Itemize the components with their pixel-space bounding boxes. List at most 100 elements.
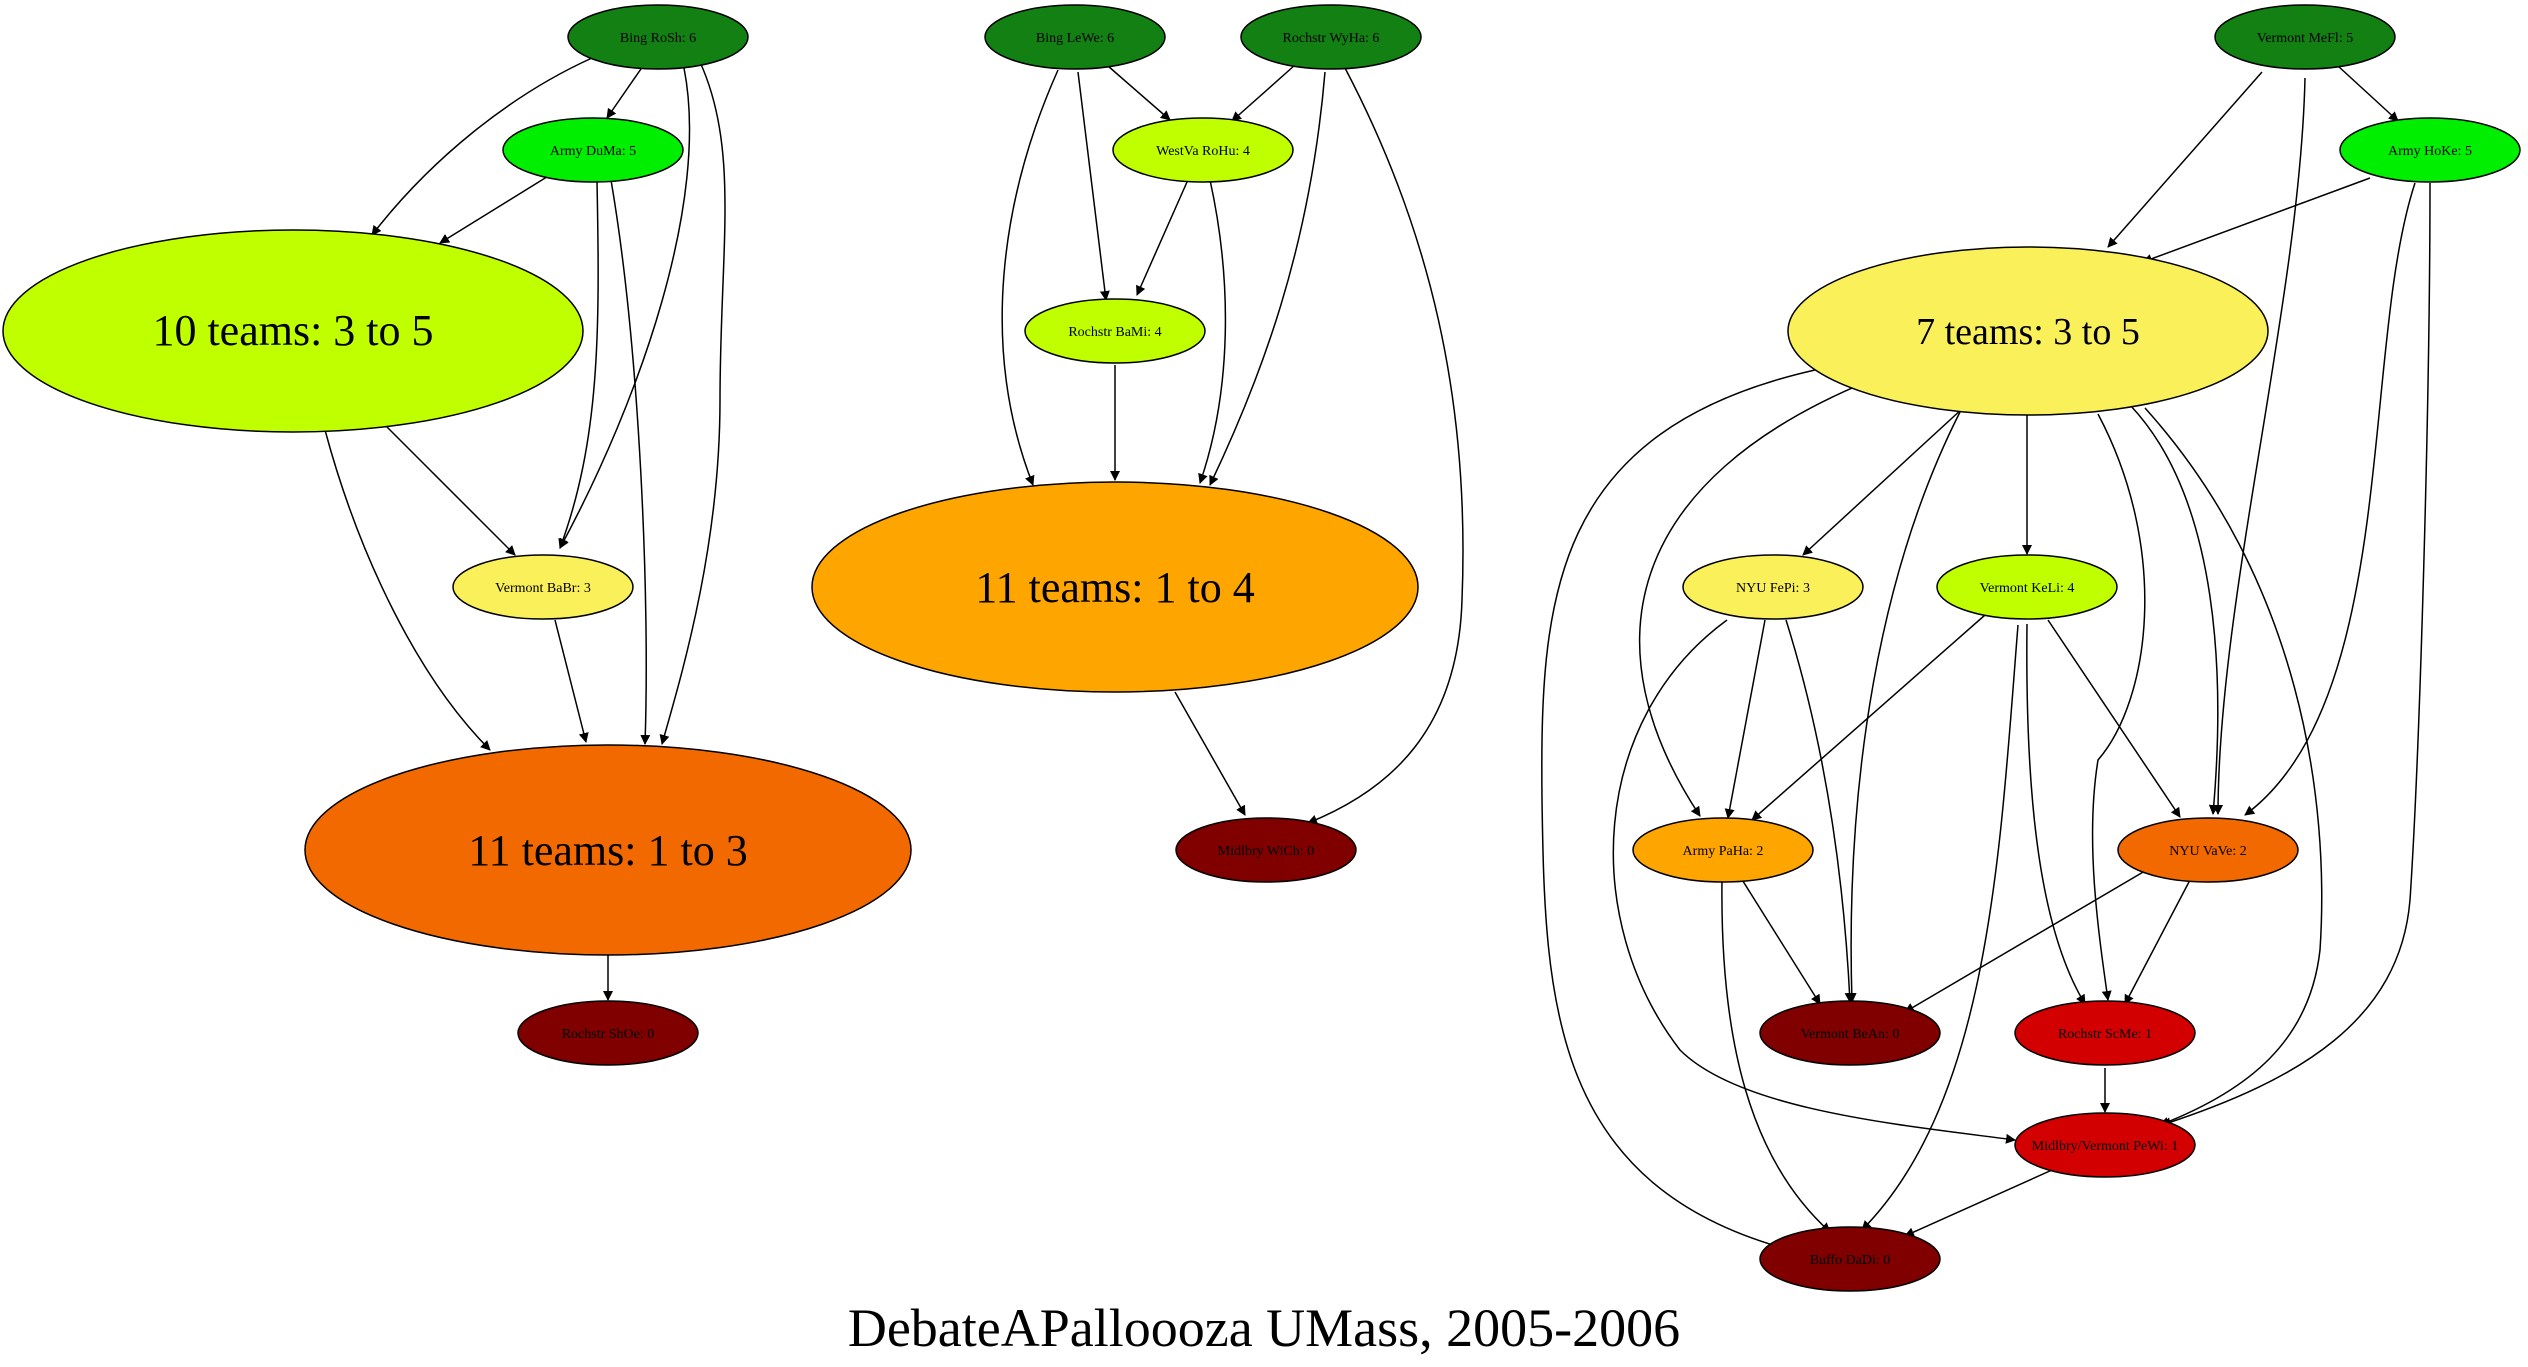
edge-army-duma-to-vermont-babr <box>558 181 599 549</box>
node-shape <box>811 481 1419 693</box>
node-vermont-babr[interactable]: Vermont BaBr: 3 <box>452 554 634 620</box>
node-army-hoke[interactable]: Army HoKe: 5 <box>2339 117 2521 183</box>
edge-army-hoke-to-group-7 <box>2142 177 2371 264</box>
edge-army-paha-to-buffo-dadi <box>1721 879 1831 1233</box>
node-shape <box>517 1000 699 1066</box>
edge-group-10-to-vermont-babr <box>384 424 516 556</box>
edge-group-11b-to-midlbry-wich <box>1174 691 1246 816</box>
node-label: Rochstr BaMi: 4 <box>1068 325 1161 340</box>
node-label: 10 teams: 3 to 5 <box>152 306 433 355</box>
node-shape <box>452 554 634 620</box>
edge-bing-rosh-to-group-10 <box>371 57 593 236</box>
node-group-11b[interactable]: 11 teams: 1 to 4 <box>811 481 1419 693</box>
node-label: Rochstr ScMe: 1 <box>2058 1027 2152 1042</box>
edge-vermont-keli-to-nyu-vave <box>2047 619 2181 818</box>
node-westva-rohu[interactable]: WestVa RoHu: 4 <box>1112 117 1294 183</box>
node-rochstr-wyha[interactable]: Rochstr WyHa: 6 <box>1240 4 1422 70</box>
edge-westva-rohu-to-rochstr-bami <box>1136 181 1188 296</box>
edge-midlbry-pewi-to-buffo-dadi <box>1904 1169 2053 1237</box>
edge-group-7-to-nyu-vave-2 <box>2129 404 2219 815</box>
node-shape <box>502 117 684 183</box>
node-label: Vermont KeLi: 4 <box>1980 581 2075 596</box>
edge-army-duma-to-group-10 <box>439 174 551 244</box>
node-shape <box>1759 1000 1941 1066</box>
edge-nyu-vave-to-vermont-bean <box>1904 867 2151 1013</box>
node-shape <box>2014 1000 2196 1066</box>
node-shape <box>984 4 1166 70</box>
edge-group-7-to-midlbry-pewi <box>2144 407 2323 1127</box>
node-group-10[interactable]: 10 teams: 3 to 5 <box>2 229 584 433</box>
node-label: Vermont MeFl: 5 <box>2257 31 2353 46</box>
node-shape <box>2014 1112 2196 1178</box>
edge-nyu-fepi-to-army-paha <box>1724 619 1766 819</box>
node-group-7[interactable]: 7 teams: 3 to 5 <box>1787 246 2269 416</box>
node-group-11a[interactable]: 11 teams: 1 to 3 <box>304 744 912 956</box>
edge-vermont-mefl-to-nyu-vave <box>2213 77 2306 815</box>
edge-group-7-to-buffo-dadi <box>1541 369 1816 1255</box>
edge-bing-lewe-to-rochstr-bami <box>1077 71 1110 301</box>
node-label: 11 teams: 1 to 3 <box>468 826 747 875</box>
node-rochstr-scme[interactable]: Rochstr ScMe: 1 <box>2014 1000 2196 1066</box>
edge-group-7-to-vermont-bean <box>1846 411 1961 1003</box>
node-army-duma[interactable]: Army DuMa: 5 <box>502 117 684 183</box>
edge-bing-lewe-to-westva-rohu <box>1107 65 1171 121</box>
edge-vermont-babr-to-group-11a <box>554 619 589 743</box>
node-shape <box>1632 817 1814 883</box>
node-midlbry-wich[interactable]: Midlbry WiCh: 0 <box>1175 817 1357 883</box>
node-vermont-bean[interactable]: Vermont BeAn: 0 <box>1759 1000 1941 1066</box>
node-label: 7 teams: 3 to 5 <box>1916 311 2140 353</box>
edge-vermont-mefl-to-group-7 <box>2107 71 2263 248</box>
diagram-title: DebateAPalloooza UMass, 2005-2006 <box>848 1298 1680 1358</box>
edge-bing-rosh-to-vermont-babr <box>559 67 691 549</box>
node-label: Rochstr ShOe: 0 <box>562 1027 655 1042</box>
edge-army-duma-to-group-11a <box>610 179 651 745</box>
edge-vermont-keli-to-army-paha <box>1751 614 1986 821</box>
node-shape <box>2339 117 2521 183</box>
edge-bing-rosh-to-group-11a <box>659 61 726 745</box>
edge-group-7-to-rochstr-scme <box>2091 413 2146 1001</box>
edge-rochstr-wyha-to-westva-rohu <box>1231 64 1296 122</box>
edge-group-10-to-group-11a <box>324 429 491 751</box>
node-shape <box>2117 817 2299 883</box>
edges <box>324 57 2431 1255</box>
node-shape <box>1024 298 1206 364</box>
node-label: NYU VaVe: 2 <box>2169 844 2247 859</box>
edge-vermont-keli-to-buffo-dadi <box>1861 624 2019 1231</box>
edge-army-paha-to-vermont-bean <box>1740 877 1821 1005</box>
edge-bing-lewe-to-group-11b <box>1001 69 1059 486</box>
edge-rochstr-wyha-to-group-11b <box>1209 71 1326 486</box>
node-bing-lewe[interactable]: Bing LeWe: 6 <box>984 4 1166 70</box>
nodes: Bing RoSh: 6 Army DuMa: 5 10 teams: 3 to… <box>2 4 2521 1292</box>
node-shape <box>567 4 749 70</box>
edge-nyu-fepi-to-vermont-bean <box>1785 619 1855 1003</box>
node-label: Army DuMa: 5 <box>550 144 636 159</box>
node-label: Bing RoSh: 6 <box>620 31 696 46</box>
node-shape <box>2 229 584 433</box>
node-bing-rosh[interactable]: Bing RoSh: 6 <box>567 4 749 70</box>
node-shape <box>1787 246 2269 416</box>
edge-group-7-to-army-paha <box>1638 377 1877 817</box>
node-nyu-fepi[interactable]: NYU FePi: 3 <box>1682 554 1864 620</box>
node-rochstr-shoe[interactable]: Rochstr ShOe: 0 <box>517 1000 699 1066</box>
node-army-paha[interactable]: Army PaHa: 2 <box>1632 817 1814 883</box>
node-nyu-vave[interactable]: NYU VaVe: 2 <box>2117 817 2299 883</box>
node-label: Army HoKe: 5 <box>2388 144 2472 159</box>
node-label: Vermont BeAn: 0 <box>1801 1027 1900 1042</box>
node-vermont-keli[interactable]: Vermont KeLi: 4 <box>1936 554 2118 620</box>
node-shape <box>1240 4 1422 70</box>
edge-vermont-mefl-to-army-hoke <box>2337 65 2399 122</box>
node-label: Midlbry/Vermont PeWi: 1 <box>2032 1139 2178 1154</box>
edge-army-hoke-to-midlbry-pewi <box>2161 182 2431 1127</box>
node-shape <box>1936 554 2118 620</box>
node-rochstr-bami[interactable]: Rochstr BaMi: 4 <box>1024 298 1206 364</box>
node-midlbry-vermont-pewi[interactable]: Midlbry/Vermont PeWi: 1 <box>2014 1112 2196 1178</box>
node-vermont-mefl[interactable]: Vermont MeFl: 5 <box>2214 4 2396 70</box>
node-label: Army PaHa: 2 <box>1683 844 1764 859</box>
node-label: Vermont BaBr: 3 <box>495 581 591 596</box>
edge-nyu-fepi-to-midlbry-pewi <box>1612 619 2016 1144</box>
node-buffo-dadi[interactable]: Buffo DaDi: 0 <box>1759 1226 1941 1292</box>
node-shape <box>1112 117 1294 183</box>
node-shape <box>304 744 912 956</box>
node-label: Midlbry WiCh: 0 <box>1218 844 1314 859</box>
